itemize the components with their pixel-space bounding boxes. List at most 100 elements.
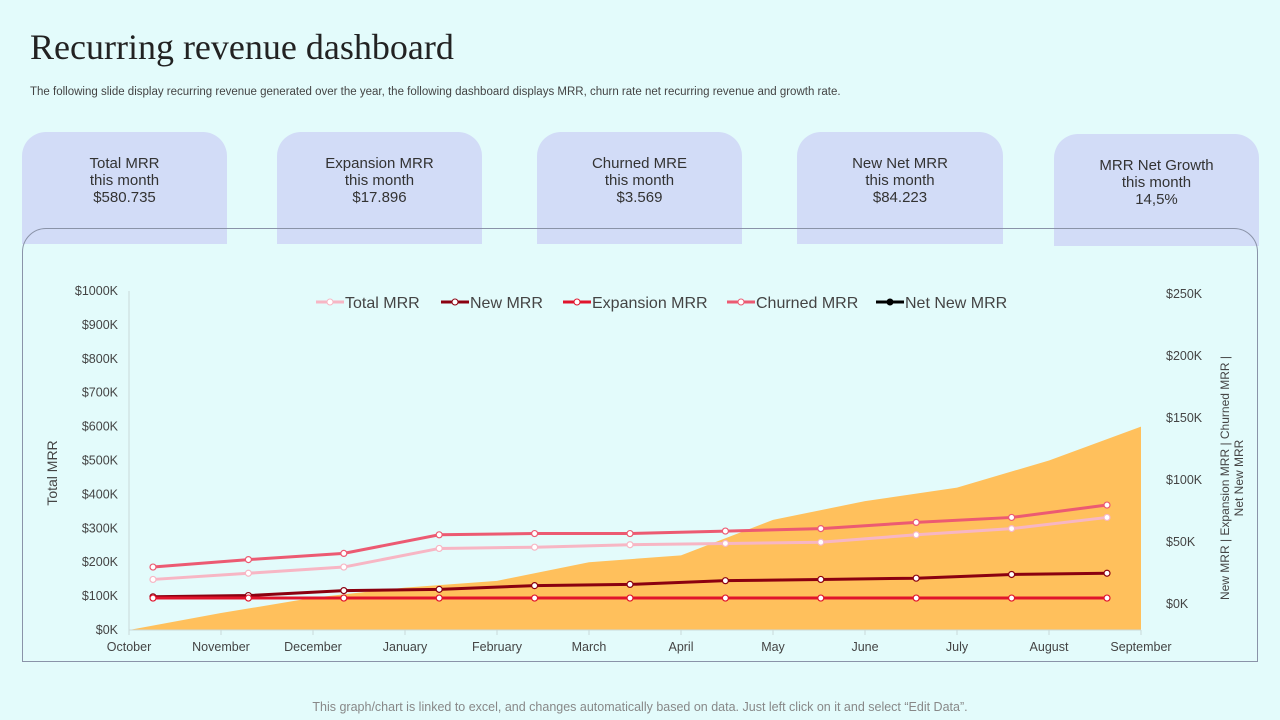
y2-tick-label: $50K: [1166, 535, 1196, 549]
new-mrr-point: [1007, 570, 1016, 579]
expansion-mrr-point: [149, 594, 157, 602]
kpi-period: this month: [1121, 174, 1192, 191]
churned-mrr-point: [340, 549, 348, 558]
total-mrr-point: [1103, 513, 1111, 522]
y-tick-label: $600K: [82, 420, 119, 434]
page-title: Recurring revenue dashboard: [30, 27, 454, 67]
total-mrr-point: [912, 531, 920, 539]
legend-label-new-mrr: New MRR: [470, 295, 543, 312]
x-tick-label: March: [572, 640, 607, 654]
x-tick-label: November: [192, 640, 250, 654]
total-mrr-point: [817, 538, 825, 546]
expansion-mrr-point: [1103, 594, 1111, 602]
legend-marker-net-new-mrr: [886, 298, 894, 306]
expansion-mrr-point: [817, 594, 825, 602]
kpi-period: this month: [344, 172, 415, 189]
kpi-period: this month: [604, 172, 675, 189]
expansion-mrr-point: [244, 594, 252, 602]
x-tick-label: October: [107, 640, 151, 654]
total-mrr-point: [626, 541, 634, 549]
y2-tick-label: $150K: [1166, 411, 1203, 425]
churned-mrr-point: [149, 563, 157, 571]
kpi-card-expansion-mrr: Expansion MRR this month $17.896: [277, 132, 482, 244]
y-tick-label: $500K: [82, 454, 119, 468]
x-tick-label: January: [383, 640, 428, 654]
kpi-value: $580.735: [93, 189, 156, 206]
expansion-mrr-point: [435, 594, 443, 602]
kpi-value: $17.896: [352, 189, 407, 206]
new-mrr-point: [817, 575, 825, 584]
churned-mrr-point: [912, 518, 920, 527]
y-tick-label: $0K: [96, 623, 119, 637]
churned-mrr-point: [626, 529, 634, 538]
chart-panel: [22, 228, 1258, 662]
kpi-card-total-mrr: Total MRR this month $580.735: [22, 132, 227, 244]
kpi-label: MRR Net Growth: [1099, 157, 1214, 174]
kpi-value: $84.223: [872, 189, 928, 206]
legend-marker-expansion-mrr: [573, 298, 581, 306]
churned-mrr-point: [435, 531, 443, 539]
y-tick-label: $700K: [82, 386, 119, 400]
kpi-period: this month: [89, 172, 160, 189]
y-tick-label: $400K: [82, 487, 119, 501]
kpi-value: 14,5%: [1135, 191, 1178, 208]
x-tick-label: February: [472, 640, 523, 654]
legend-marker-churned-mrr: [737, 298, 745, 306]
kpi-card-new-net-mrr: New Net MRR this month $84.223: [797, 132, 1003, 244]
x-tick-label: June: [851, 640, 878, 654]
churned-mrr-point: [1103, 501, 1111, 509]
new-mrr-point: [912, 574, 920, 582]
new-mrr-point: [435, 585, 443, 593]
total-mrr-point: [721, 539, 730, 548]
y-tick-label: $200K: [82, 555, 119, 569]
kpi-value: $3.569: [616, 189, 663, 206]
y2-axis-title-line1: New MRR | Expansion MRR | Churned MRR |: [1218, 356, 1232, 600]
new-mrr-point: [626, 580, 634, 589]
y-tick-label: $100K: [82, 589, 119, 603]
y2-tick-label: $0K: [1166, 597, 1189, 611]
legend-label-net-new-mrr: Net New MRR: [905, 295, 1007, 312]
expansion-mrr-point: [721, 594, 730, 602]
new-mrr-point: [721, 577, 730, 585]
page-subtitle: The following slide display recurring re…: [30, 86, 841, 98]
y2-tick-label: $100K: [1166, 473, 1203, 487]
x-tick-label: May: [761, 640, 785, 654]
x-tick-label: September: [1110, 640, 1171, 654]
expansion-mrr-point: [1007, 594, 1016, 602]
new-mrr-point: [340, 586, 348, 595]
y2-tick-label: $200K: [1166, 349, 1203, 363]
total-mrr-point: [435, 544, 443, 553]
total-mrr-point: [244, 569, 252, 577]
kpi-label: Churned MRE: [591, 155, 688, 172]
x-tick-label: July: [946, 640, 969, 654]
legend-label-total-mrr: Total MRR: [345, 295, 420, 312]
y-tick-label: $300K: [82, 521, 119, 535]
x-tick-label: December: [284, 640, 342, 654]
kpi-period: this month: [865, 172, 935, 189]
new-mrr-point: [1103, 569, 1111, 577]
y2-tick-label: $250K: [1166, 287, 1203, 301]
total-mrr-point: [1007, 524, 1016, 533]
new-mrr-point: [530, 582, 539, 590]
churned-mrr-point: [244, 555, 252, 564]
legend-marker-total-mrr: [326, 298, 334, 306]
kpi-card-mrr-net-growth: MRR Net Growth this month 14,5%: [1054, 134, 1259, 246]
y-axis-title: Total MRR: [44, 440, 60, 505]
y-tick-label: $800K: [82, 352, 119, 366]
churned-mrr-point: [530, 529, 539, 538]
legend-marker-new-mrr: [451, 298, 459, 306]
legend-label-churned-mrr: Churned MRR: [756, 295, 858, 312]
y-tick-label: $900K: [82, 318, 119, 332]
churned-mrr-point: [817, 524, 825, 533]
x-tick-label: August: [1030, 640, 1069, 654]
expansion-mrr-point: [626, 594, 634, 602]
kpi-card-churned-mre: Churned MRE this month $3.569: [537, 132, 742, 244]
kpi-label: Expansion MRR: [325, 155, 434, 172]
y2-axis-title-line2: Net New MRR: [1232, 439, 1246, 516]
y-tick-label: $1000K: [75, 284, 119, 298]
churned-mrr-point: [721, 527, 730, 535]
total-mrr-point: [530, 543, 539, 551]
kpi-label: New Net MRR: [852, 155, 948, 172]
footer-note: This graph/chart is linked to excel, and…: [312, 700, 968, 714]
